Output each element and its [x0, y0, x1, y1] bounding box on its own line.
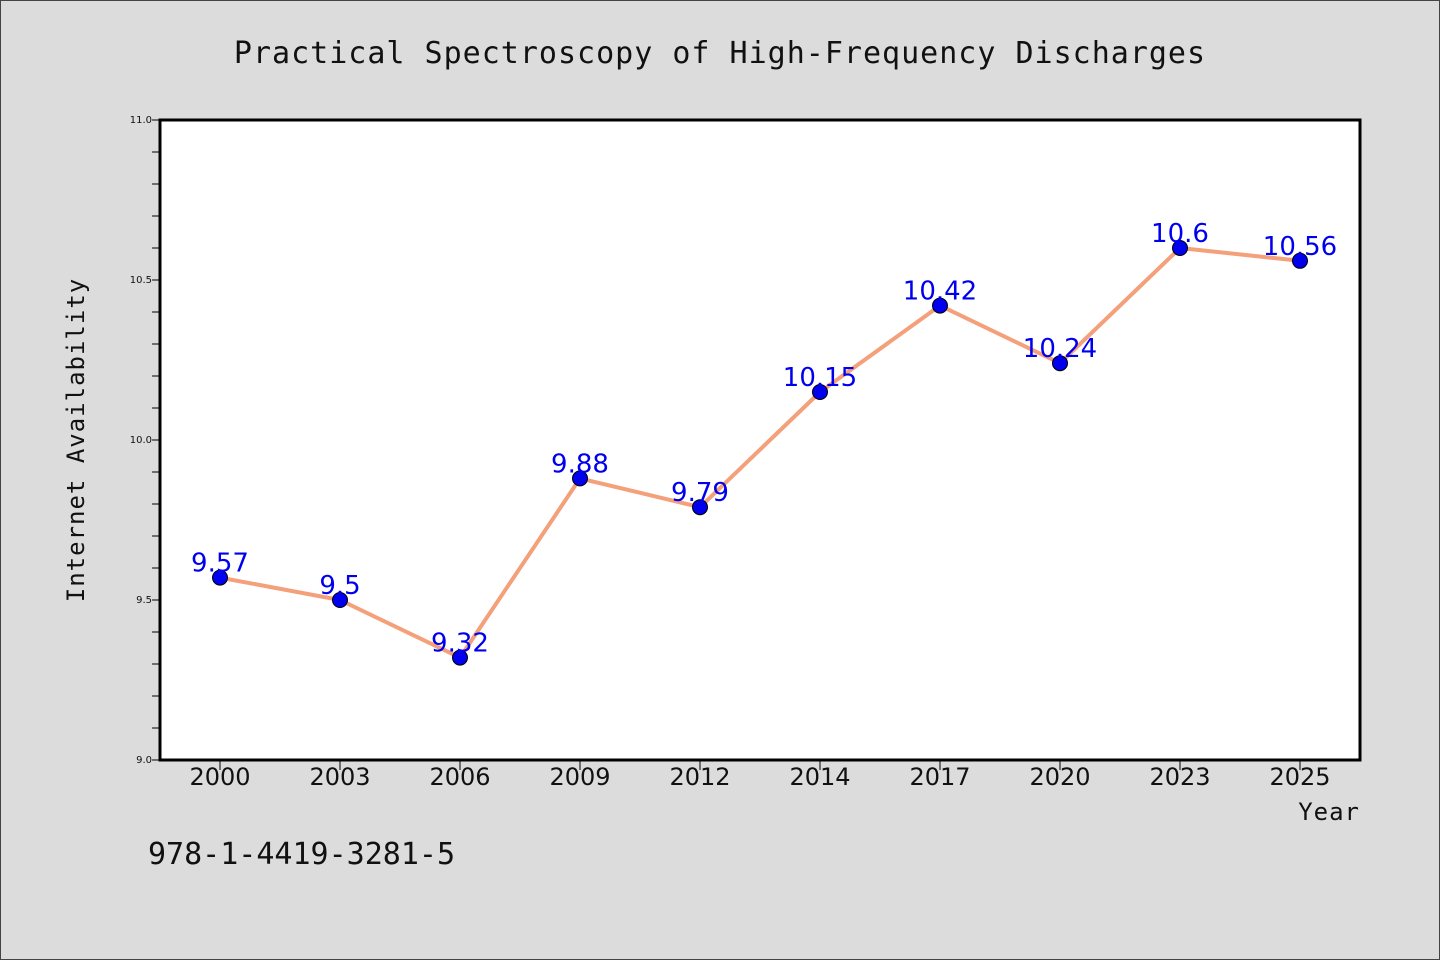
y-tick-label: 9.5 — [136, 595, 152, 606]
series-line — [219, 246, 1301, 660]
x-axis-label: Year — [1298, 798, 1360, 826]
x-tick-label: 2012 — [669, 763, 730, 791]
data-point — [812, 384, 828, 400]
x-tick-label: 2014 — [789, 763, 850, 791]
data-label: 10.15 — [783, 363, 857, 393]
data-point — [452, 649, 468, 666]
data-label: 10.6 — [1151, 219, 1209, 249]
x-axis: 2000 2003 2006 2009 2012 2014 2017 2020 2023 2025 — [189, 760, 1331, 791]
y-tick-label: 10.5 — [130, 275, 152, 286]
x-tick-label: 2023 — [1149, 763, 1210, 791]
x-tick-label: 2025 — [1269, 763, 1330, 791]
x-tick-label: 2006 — [429, 763, 490, 791]
y-tick-label: 11.0 — [130, 115, 152, 126]
isbn-annotation: 978-1-4419-3281-5 — [148, 837, 455, 872]
data-point — [1172, 240, 1188, 256]
data-label: 10.56 — [1263, 232, 1337, 262]
y-axis: 9.0 9.5 10.0 10.5 11.0 — [130, 115, 160, 766]
data-point — [332, 592, 348, 608]
x-tick-label: 2000 — [189, 763, 250, 791]
data-point — [572, 470, 588, 487]
y-tick-label: 9.0 — [136, 755, 152, 766]
data-label: 9.5 — [319, 571, 360, 601]
chart-title: Practical Spectroscopy of High-Frequency… — [234, 36, 1206, 71]
data-point — [1052, 355, 1068, 372]
y-axis-label: Internet Availability — [62, 278, 90, 602]
x-tick-label: 2017 — [909, 763, 970, 791]
data-label: 10.24 — [1023, 334, 1097, 364]
data-label: 9.88 — [551, 449, 609, 479]
data-label: 9.79 — [671, 478, 729, 508]
y-tick-label: 10.0 — [130, 435, 152, 446]
series-group: 9.57 9.5 9.32 9.88 9.79 10.15 10.42 10.24 10.6 10… — [191, 219, 1337, 666]
data-point — [932, 297, 948, 314]
data-point — [692, 499, 708, 516]
data-point — [1292, 252, 1308, 269]
data-label: 9.57 — [191, 549, 249, 579]
data-label: 10.42 — [903, 277, 977, 307]
x-tick-label: 2003 — [309, 763, 370, 791]
data-point — [212, 569, 228, 586]
plot-area — [158, 118, 1362, 762]
x-tick-label: 2020 — [1029, 763, 1090, 791]
x-tick-label: 2009 — [549, 763, 610, 791]
data-label: 9.32 — [431, 629, 489, 659]
